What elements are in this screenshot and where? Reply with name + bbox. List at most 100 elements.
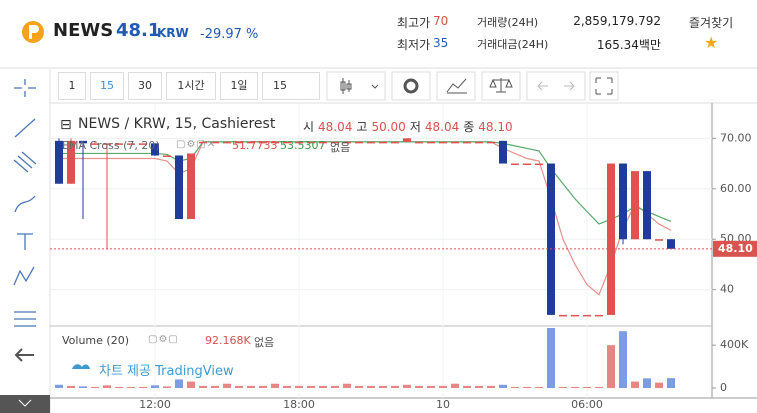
favorite-star[interactable]: ★ (704, 33, 719, 52)
y-tick-label: 60.00 (720, 182, 752, 195)
volume-bar (571, 386, 579, 388)
volume-bar (475, 385, 483, 388)
candle-body (55, 140, 63, 184)
volume-bar (247, 385, 255, 388)
pattern-tool[interactable] (13, 266, 35, 286)
plot: 40 50.00 60.00 70.00 12:00 18:00 10 06:00 48.10 0… (50, 103, 757, 411)
volume-bar (91, 386, 99, 388)
amount-label: 거래대금(24H) (477, 38, 549, 51)
volume-bar (343, 383, 351, 388)
y-tick-label: 400K (720, 338, 749, 351)
candle-body (211, 141, 219, 144)
volume-bar (259, 385, 267, 388)
undo-redo-icon (536, 81, 576, 91)
back-tool[interactable] (14, 348, 34, 362)
volume-bar (643, 378, 651, 388)
settings-button[interactable] (391, 71, 431, 101)
volume-bar (487, 385, 495, 388)
collapse-icon (18, 399, 32, 407)
candle-body (451, 141, 459, 144)
chart-type-button[interactable] (326, 71, 386, 101)
indicator-status: 없음 (330, 141, 351, 154)
compare-icon (489, 78, 513, 93)
favorite-label[interactable]: 즐겨찾기 (689, 16, 734, 30)
candle-body (355, 141, 363, 144)
volume-bar (583, 386, 591, 388)
volume-bar (439, 385, 447, 388)
volume-status: 없음 (254, 336, 275, 349)
tradingview-logo (72, 364, 90, 369)
candle-body (259, 141, 267, 144)
volume-bar (403, 384, 411, 388)
candle-body (391, 141, 399, 144)
volume-bar (115, 386, 123, 388)
low-value: 35 (433, 36, 449, 50)
brush-tool[interactable] (14, 195, 36, 213)
legend-collapse[interactable]: ⊟ (60, 117, 72, 133)
line-tool[interactable] (14, 118, 36, 138)
volume-controls[interactable]: ▢⚙▢ (148, 334, 179, 345)
text-tool[interactable] (17, 233, 33, 250)
interval-button[interactable]: 30 (128, 72, 162, 100)
ohlc-value: 48.10 (478, 120, 513, 134)
indicator-readout: 53.5307 (280, 139, 326, 152)
crosshair-tool[interactable] (14, 79, 36, 97)
prediction-tool[interactable] (14, 311, 36, 327)
volume-title: Volume (20) (62, 334, 129, 347)
volume-bar (295, 385, 303, 388)
volume-bar (451, 383, 459, 388)
undo-redo-button[interactable] (526, 71, 586, 101)
toolbar-icons (301, 71, 619, 101)
fullscreen-icon (595, 77, 613, 95)
ohlc-value: 48.04 (424, 120, 460, 134)
collapse-button[interactable] (0, 395, 50, 413)
ohlc-value: 48.04 (318, 120, 353, 134)
interval-button[interactable]: 1일 (220, 72, 258, 100)
candle-body (655, 239, 663, 241)
volume-bar (319, 385, 327, 388)
volume-bar (79, 386, 87, 388)
change: -29.97 % (200, 27, 259, 42)
interval-select[interactable]: 15 (262, 72, 320, 100)
volume-bar (103, 385, 111, 388)
price: 48.1 (116, 20, 161, 41)
logo-mark (29, 25, 39, 39)
volume-bar (175, 379, 183, 388)
candle-body (67, 140, 75, 184)
last-price-box (713, 240, 757, 257)
volume-bar (307, 385, 315, 388)
interval-button[interactable]: 15 (90, 72, 124, 100)
candle-body (379, 141, 387, 144)
amount-value: 165.34백만 (596, 38, 661, 52)
candle-body (307, 141, 315, 144)
candle-body (403, 138, 411, 142)
interval-button[interactable]: 1시간 (166, 72, 216, 100)
volume-bar (139, 386, 147, 388)
indicator-controls[interactable]: ▢⚙▢✕ (176, 139, 217, 150)
candle-body (415, 141, 423, 144)
symbol: NEWS (53, 20, 114, 41)
candle-body (187, 153, 195, 220)
interval-button[interactable]: 1 (58, 72, 86, 100)
volume-bar (535, 386, 543, 388)
chart-title: NEWS / KRW, 15, Cashierest (78, 116, 276, 132)
candle-body (331, 141, 339, 144)
volume-bar (523, 386, 531, 388)
volume-bar (379, 385, 387, 388)
candle-body (559, 314, 567, 317)
watermark: 차트 제공 TradingView (99, 364, 234, 379)
indicator-button[interactable] (436, 71, 476, 101)
fib-tool[interactable] (13, 151, 37, 173)
candle-body (607, 163, 615, 315)
candle-body (247, 141, 255, 144)
fullscreen-button[interactable] (589, 71, 619, 101)
volume-bar (187, 381, 195, 388)
candle-body (271, 141, 279, 144)
candle-body (175, 155, 183, 220)
candle-body (343, 141, 351, 144)
indicator-readout: 51.7733 (232, 139, 278, 152)
compare-button[interactable] (481, 71, 521, 101)
candle-body (283, 141, 291, 144)
candle-body (163, 155, 171, 157)
